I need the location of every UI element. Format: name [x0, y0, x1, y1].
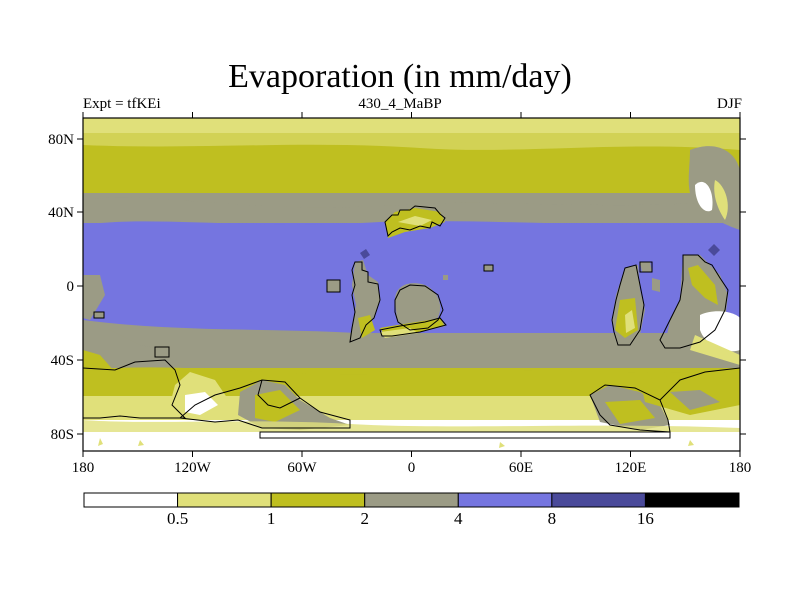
map-title: Evaporation (in mm/day) [228, 58, 572, 95]
season-label: DJF [716, 96, 742, 112]
lon-ticks [82, 112, 741, 457]
lat-ticks [77, 138, 746, 435]
band-arctic-light [83, 118, 740, 133]
lon-label-2: 60W [287, 460, 317, 476]
lon-label-6: 180 [729, 460, 752, 476]
lon-label-3: 0 [408, 460, 416, 476]
lat-label-4: 80S [51, 427, 74, 443]
colorbar-swatch [83, 492, 179, 508]
lon-label-5: 120E [615, 460, 647, 476]
colorbar-swatch [177, 492, 272, 508]
lat-label-2: 0 [67, 279, 75, 295]
coastlines [83, 205, 740, 439]
lat-label-3: 40S [51, 353, 74, 369]
colorbar-swatch [644, 492, 740, 508]
colorbar-label: 2 [360, 509, 369, 528]
colorbar-swatch [270, 492, 366, 508]
lon-label-0: 180 [72, 460, 95, 476]
evaporation-field [83, 118, 740, 451]
colorbar-swatch [457, 492, 553, 508]
lat-label-1: 40N [48, 205, 74, 221]
colorbar-label: 16 [637, 509, 654, 528]
lon-label-1: 120W [174, 460, 212, 476]
colorbar-label: 8 [548, 509, 557, 528]
colorbar-label: 4 [454, 509, 463, 528]
colorbar-label: 0.5 [167, 509, 188, 528]
period-label: 430_4_MaBP [358, 96, 442, 112]
lat-label-0: 80N [48, 132, 74, 148]
colorbar-label: 1 [267, 509, 276, 528]
colorbar: 0.5 1 2 4 8 16 [83, 492, 740, 528]
experiment-label: Expt = tfKEi [83, 96, 161, 112]
colorbar-swatch [364, 492, 459, 508]
colorbar-swatch [551, 492, 646, 508]
lon-label-4: 60E [509, 460, 533, 476]
